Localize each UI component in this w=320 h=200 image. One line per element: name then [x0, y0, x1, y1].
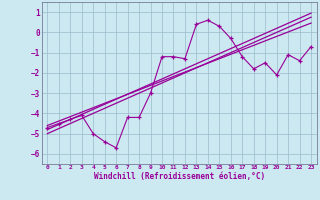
X-axis label: Windchill (Refroidissement éolien,°C): Windchill (Refroidissement éolien,°C)	[94, 172, 265, 181]
